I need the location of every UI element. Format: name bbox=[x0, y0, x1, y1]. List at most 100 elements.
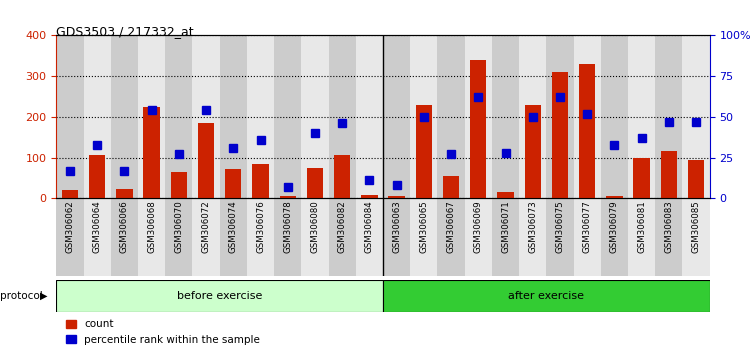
Bar bbox=[443, 176, 459, 198]
Bar bbox=[470, 60, 487, 198]
Bar bbox=[328, 35, 356, 198]
Bar bbox=[111, 35, 138, 198]
Text: GSM306067: GSM306067 bbox=[447, 201, 456, 253]
Bar bbox=[579, 64, 596, 198]
Bar bbox=[62, 190, 78, 198]
Bar bbox=[274, 198, 301, 276]
Bar bbox=[219, 35, 247, 198]
Bar bbox=[225, 169, 241, 198]
Bar bbox=[274, 35, 301, 198]
Bar bbox=[547, 198, 574, 276]
Bar bbox=[56, 280, 383, 312]
Text: GSM306078: GSM306078 bbox=[283, 201, 292, 253]
Bar bbox=[574, 35, 601, 198]
Bar bbox=[301, 35, 328, 198]
Bar bbox=[383, 198, 410, 276]
Text: GSM306074: GSM306074 bbox=[229, 201, 238, 253]
Bar bbox=[416, 105, 432, 198]
Text: GSM306080: GSM306080 bbox=[310, 201, 319, 253]
Text: GSM306071: GSM306071 bbox=[501, 201, 510, 253]
Bar bbox=[83, 198, 111, 276]
Bar bbox=[519, 198, 546, 276]
Text: GSM306083: GSM306083 bbox=[665, 201, 674, 253]
Text: GSM306077: GSM306077 bbox=[583, 201, 592, 253]
Text: ▶: ▶ bbox=[40, 291, 47, 301]
Bar bbox=[683, 198, 710, 276]
Bar bbox=[252, 164, 269, 198]
Text: GSM306075: GSM306075 bbox=[556, 201, 565, 253]
Bar bbox=[165, 35, 192, 198]
Text: GSM306062: GSM306062 bbox=[65, 201, 74, 253]
Text: GDS3503 / 217332_at: GDS3503 / 217332_at bbox=[56, 25, 194, 38]
Text: after exercise: after exercise bbox=[508, 291, 584, 301]
Bar bbox=[633, 158, 650, 198]
Bar bbox=[138, 35, 165, 198]
Text: GSM306063: GSM306063 bbox=[392, 201, 401, 253]
Bar bbox=[138, 198, 165, 276]
Bar bbox=[601, 35, 628, 198]
Text: GSM306070: GSM306070 bbox=[174, 201, 183, 253]
Bar bbox=[383, 35, 410, 198]
Bar bbox=[410, 198, 437, 276]
Bar bbox=[247, 35, 274, 198]
Bar bbox=[661, 152, 677, 198]
Text: GSM306066: GSM306066 bbox=[120, 201, 129, 253]
Bar bbox=[628, 198, 655, 276]
Bar bbox=[56, 35, 83, 198]
Bar bbox=[116, 189, 132, 198]
Text: GSM306084: GSM306084 bbox=[365, 201, 374, 253]
Bar bbox=[552, 72, 568, 198]
Bar bbox=[574, 198, 601, 276]
Text: protocol: protocol bbox=[0, 291, 43, 301]
Bar bbox=[524, 105, 541, 198]
Bar bbox=[356, 35, 383, 198]
Bar bbox=[328, 198, 356, 276]
Bar bbox=[655, 198, 683, 276]
Text: GSM306082: GSM306082 bbox=[338, 201, 347, 253]
Text: GSM306081: GSM306081 bbox=[637, 201, 646, 253]
Bar bbox=[601, 198, 628, 276]
Bar bbox=[465, 35, 492, 198]
Bar bbox=[279, 196, 296, 198]
Bar bbox=[547, 35, 574, 198]
Bar bbox=[165, 198, 192, 276]
Bar bbox=[492, 35, 519, 198]
Text: GSM306069: GSM306069 bbox=[474, 201, 483, 253]
Bar bbox=[56, 198, 83, 276]
Text: GSM306068: GSM306068 bbox=[147, 201, 156, 253]
Text: GSM306079: GSM306079 bbox=[610, 201, 619, 253]
Text: GSM306064: GSM306064 bbox=[92, 201, 101, 253]
Bar bbox=[306, 168, 323, 198]
Bar bbox=[655, 35, 683, 198]
Text: GSM306065: GSM306065 bbox=[419, 201, 428, 253]
Bar bbox=[628, 35, 655, 198]
Bar bbox=[219, 198, 247, 276]
Bar bbox=[437, 35, 465, 198]
Bar bbox=[334, 155, 350, 198]
Bar bbox=[192, 198, 219, 276]
Legend: count, percentile rank within the sample: count, percentile rank within the sample bbox=[62, 315, 264, 349]
Text: GSM306076: GSM306076 bbox=[256, 201, 265, 253]
Bar bbox=[111, 198, 138, 276]
Text: GSM306085: GSM306085 bbox=[692, 201, 701, 253]
Bar bbox=[301, 198, 328, 276]
Bar bbox=[683, 35, 710, 198]
Bar bbox=[437, 198, 465, 276]
Bar bbox=[356, 198, 383, 276]
Text: GSM306073: GSM306073 bbox=[528, 201, 537, 253]
Bar bbox=[519, 35, 546, 198]
Text: GSM306072: GSM306072 bbox=[201, 201, 210, 253]
Bar bbox=[383, 280, 710, 312]
Bar bbox=[247, 198, 274, 276]
Bar bbox=[198, 123, 214, 198]
Bar bbox=[410, 35, 437, 198]
Bar bbox=[89, 155, 105, 198]
Bar bbox=[465, 198, 492, 276]
Bar bbox=[492, 198, 519, 276]
Bar bbox=[143, 107, 160, 198]
Bar bbox=[170, 172, 187, 198]
Bar bbox=[361, 195, 378, 198]
Bar bbox=[497, 192, 514, 198]
Bar bbox=[192, 35, 219, 198]
Bar bbox=[388, 196, 405, 198]
